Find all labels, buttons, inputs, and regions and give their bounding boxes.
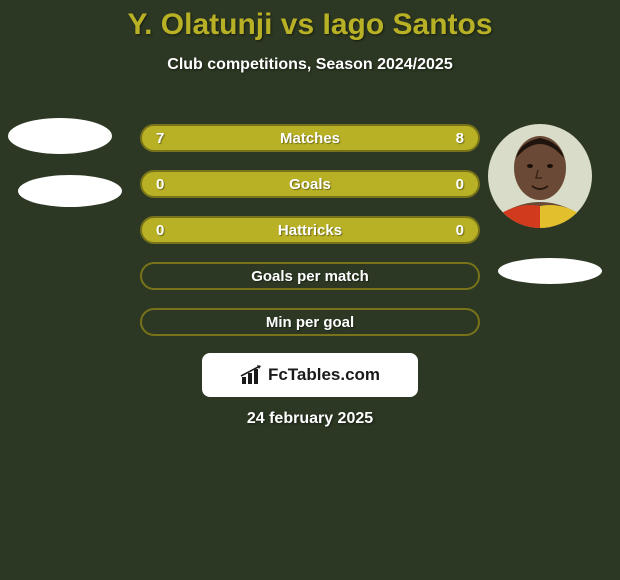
placeholder-ellipse (498, 258, 602, 284)
stat-row: 7Matches8 (140, 124, 480, 152)
placeholder-ellipse (8, 118, 112, 154)
placeholder-ellipse (18, 175, 122, 207)
stat-right-value: 8 (434, 130, 464, 147)
fctables-logo: FcTables.com (202, 353, 418, 397)
stats-block: 7Matches80Goals00Hattricks0Goals per mat… (140, 124, 480, 354)
logo-text: FcTables.com (268, 365, 380, 385)
date-text: 24 february 2025 (0, 410, 620, 428)
stat-label: Goals (186, 176, 434, 193)
stat-label: Goals per match (186, 268, 434, 285)
stat-left-value: 7 (156, 130, 186, 147)
stat-left-value: 0 (156, 176, 186, 193)
stat-label: Matches (186, 130, 434, 147)
stat-label: Min per goal (186, 314, 434, 331)
subtitle: Club competitions, Season 2024/2025 (0, 56, 620, 74)
player-right-avatar (488, 124, 592, 228)
bars-icon (240, 365, 264, 385)
stat-row: 0Goals0 (140, 170, 480, 198)
stat-right-value: 0 (434, 176, 464, 193)
stat-label: Hattricks (186, 222, 434, 239)
comparison-card: Y. Olatunji vs Iago Santos Club competit… (0, 0, 620, 580)
stat-left-value: 0 (156, 222, 186, 239)
stat-row: Goals per match (140, 262, 480, 290)
stat-right-value: 0 (434, 222, 464, 239)
page-title: Y. Olatunji vs Iago Santos (0, 0, 620, 42)
stat-row: 0Hattricks0 (140, 216, 480, 244)
stat-row: Min per goal (140, 308, 480, 336)
